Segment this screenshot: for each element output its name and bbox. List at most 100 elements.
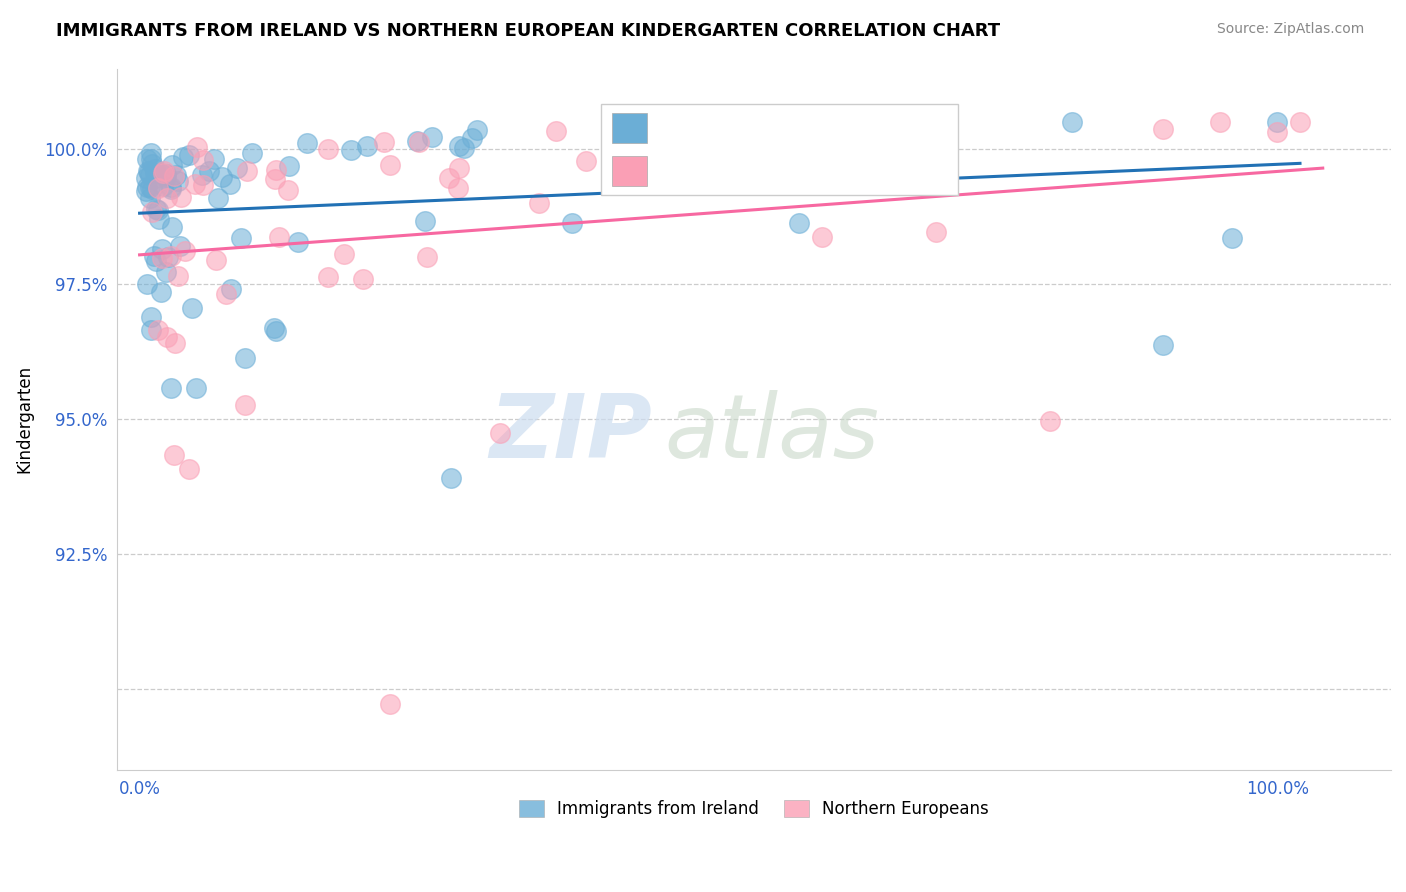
Point: [181, 301, 204, 315]
Point: [160, 219, 183, 234]
Point: [160, 157, 183, 171]
Point: [447, 138, 470, 153]
Point: [135, 184, 157, 198]
Point: [139, 323, 162, 337]
Point: [231, 231, 253, 245]
Point: [340, 143, 363, 157]
Point: [139, 152, 162, 166]
Point: [135, 170, 157, 185]
Point: [205, 252, 228, 267]
Point: [142, 249, 165, 263]
Point: [145, 202, 167, 216]
Y-axis label: Kindergarten: Kindergarten: [15, 365, 32, 474]
Point: [697, 115, 720, 129]
Point: [1265, 125, 1288, 139]
Point: [240, 146, 263, 161]
Point: [925, 115, 948, 129]
Point: [378, 157, 401, 171]
Point: [811, 115, 834, 129]
Point: [352, 271, 374, 285]
Point: [447, 180, 470, 194]
Point: [163, 448, 186, 462]
Point: [868, 115, 890, 129]
Point: [163, 169, 186, 184]
Point: [145, 170, 167, 185]
Point: [193, 178, 215, 193]
Point: [575, 153, 598, 168]
Point: [356, 139, 378, 153]
Point: [186, 140, 208, 154]
Point: [150, 285, 173, 299]
Point: [561, 216, 583, 230]
Point: [1209, 115, 1232, 129]
Point: [165, 336, 187, 351]
Point: [233, 398, 256, 412]
Point: [141, 204, 163, 219]
Point: [152, 164, 174, 178]
Point: [925, 225, 948, 239]
Point: [155, 191, 177, 205]
Point: [233, 351, 256, 365]
Point: [1153, 121, 1175, 136]
Point: [152, 179, 174, 194]
Point: [207, 191, 229, 205]
Point: [160, 182, 183, 196]
Point: [139, 310, 162, 324]
Point: [141, 182, 163, 196]
Point: [318, 142, 340, 156]
Point: [148, 212, 170, 227]
Point: [136, 163, 159, 178]
Point: [174, 244, 197, 259]
Point: [465, 123, 488, 137]
Text: atlas: atlas: [665, 391, 880, 476]
Point: [1265, 115, 1288, 129]
Point: [156, 250, 179, 264]
Point: [225, 161, 247, 176]
Point: [145, 254, 167, 268]
Point: [316, 269, 339, 284]
Point: [453, 140, 475, 154]
Point: [264, 172, 287, 186]
Point: [295, 136, 318, 151]
Point: [191, 153, 214, 167]
Point: [143, 166, 166, 180]
Point: [139, 168, 162, 182]
Point: [153, 168, 176, 182]
Point: [546, 124, 568, 138]
Point: [156, 330, 179, 344]
Point: [373, 135, 395, 149]
Point: [447, 161, 470, 176]
Point: [527, 195, 550, 210]
Point: [143, 161, 166, 176]
Point: [461, 131, 484, 145]
Point: [139, 145, 162, 160]
Point: [439, 171, 461, 186]
Point: [155, 169, 177, 184]
Point: [1220, 231, 1243, 245]
Point: [136, 180, 159, 194]
Point: [406, 135, 429, 149]
Point: [160, 381, 183, 395]
Point: [420, 129, 443, 144]
Point: [440, 471, 463, 485]
Point: [146, 323, 169, 337]
Text: IMMIGRANTS FROM IRELAND VS NORTHERN EUROPEAN KINDERGARTEN CORRELATION CHART: IMMIGRANTS FROM IRELAND VS NORTHERN EURO…: [56, 22, 1000, 40]
Point: [160, 249, 183, 263]
Point: [287, 235, 309, 250]
Point: [155, 265, 177, 279]
Point: [415, 250, 437, 264]
Point: [166, 268, 188, 283]
Point: [1039, 414, 1062, 428]
Point: [202, 152, 225, 166]
Point: [218, 177, 240, 191]
Point: [191, 168, 214, 182]
Point: [169, 190, 191, 204]
Point: [177, 462, 200, 476]
Point: [155, 167, 177, 181]
Point: [266, 324, 288, 338]
Point: [136, 152, 159, 166]
Point: [159, 180, 181, 194]
Point: [184, 381, 207, 395]
Point: [152, 166, 174, 180]
Text: Source: ZipAtlas.com: Source: ZipAtlas.com: [1216, 22, 1364, 37]
